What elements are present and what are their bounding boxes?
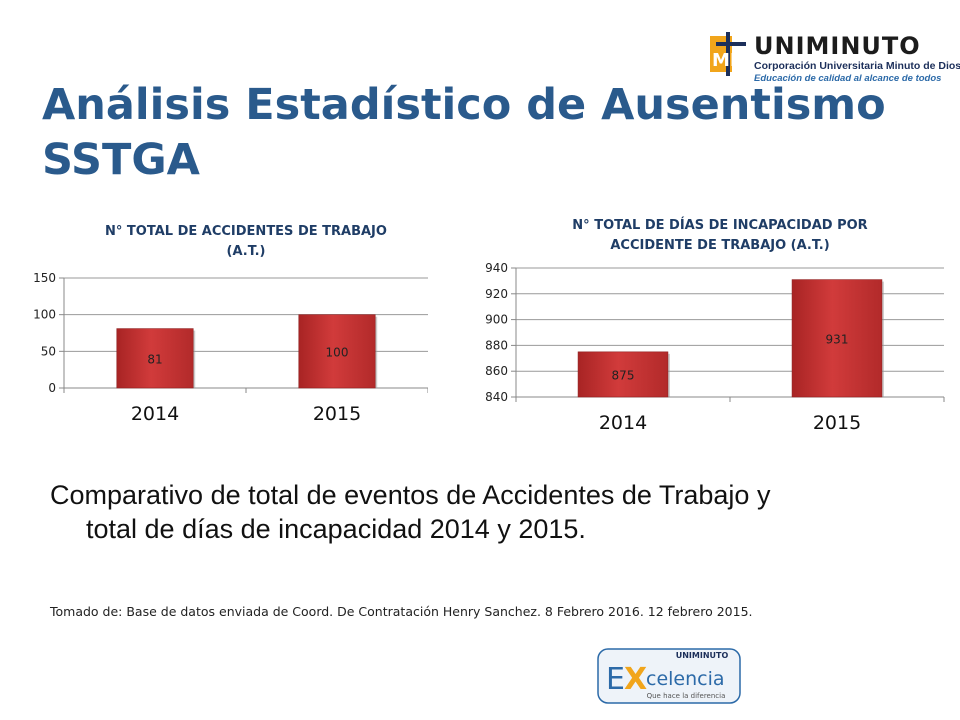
chart-title-line-1: N° TOTAL DE DÍAS DE INCAPACIDAD POR [572, 217, 867, 233]
accidents-chart: N° TOTAL DE ACCIDENTES DE TRABAJO (A.T.)… [28, 210, 428, 450]
logo-word-rest: celencia [646, 668, 725, 690]
y-tick-label: 840 [485, 390, 508, 404]
excelencia-logo-svg: UNIMINUTO E X celencia Que hace la difer… [597, 648, 741, 704]
excelencia-logo: UNIMINUTO E X celencia Que hace la difer… [596, 645, 744, 705]
y-tick-label: 900 [485, 313, 508, 327]
title-line-1: Análisis Estadístico de Ausentismo [42, 80, 886, 130]
logo-tagline: Que hace la diferencia [647, 692, 726, 700]
data-label: 931 [826, 332, 849, 346]
x-category-label: 2015 [313, 403, 361, 425]
bar-2014 [116, 328, 194, 389]
chart-title-line-2: ACCIDENTE DE TRABAJO (A.T.) [610, 238, 829, 253]
disability-days-chart: N° TOTAL DE DÍAS DE INCAPACIDAD POR ACCI… [478, 205, 950, 450]
logo-subtitle: Corporación Universitaria Minuto de Dios [754, 60, 960, 72]
y-tick-label: 880 [485, 338, 508, 352]
logo-letter-x: X [624, 662, 647, 697]
chart-title-line-1: N° TOTAL DE ACCIDENTES DE TRABAJO [105, 224, 387, 239]
y-tick-label: 940 [485, 261, 508, 275]
logo-brand: UNIMINUTO [754, 32, 921, 60]
logo-tagline: Educación de calidad al alcance de todos [754, 73, 942, 84]
page-title: Análisis Estadístico de Ausentismo SSTGA [42, 78, 902, 188]
chart-title-line-2: (A.T.) [227, 244, 266, 259]
y-tick-label: 150 [33, 271, 56, 285]
y-tick-label: 100 [33, 308, 56, 322]
md-logo-mark-icon: MD [710, 32, 746, 76]
y-tick-label: 920 [485, 287, 508, 301]
comparison-text-line-2: total de días de incapacidad 2014 y 2015… [86, 514, 586, 544]
y-tick-label: 50 [41, 344, 56, 358]
comparison-text-line-1: Comparativo de total de eventos de Accid… [50, 480, 771, 510]
title-line-2: SSTGA [42, 135, 200, 185]
source-note: Tomado de: Base de datos enviada de Coor… [50, 604, 753, 619]
logo-frame [597, 648, 741, 704]
logo-top-text: UNIMINUTO [676, 651, 729, 660]
bar-2014 [577, 351, 669, 398]
x-category-label: 2014 [599, 412, 647, 434]
x-category-label: 2015 [813, 412, 861, 434]
y-tick-label: 860 [485, 364, 508, 378]
data-label: 81 [147, 352, 162, 366]
x-category-label: 2014 [131, 403, 179, 425]
disability-days-chart-svg: N° TOTAL DE DÍAS DE INCAPACIDAD POR ACCI… [485, 217, 945, 434]
y-tick-label: 0 [48, 381, 56, 395]
uniminuto-logo: MD UNIMINUTO Corporación Universitaria M… [708, 30, 960, 90]
data-label: 875 [612, 368, 635, 382]
logo-letter-e: E [606, 662, 625, 697]
data-label: 100 [326, 345, 349, 359]
bar-2015 [298, 314, 376, 389]
logo-mark-text: MD [712, 50, 745, 71]
bar-2015 [791, 279, 883, 398]
accidents-chart-svg: N° TOTAL DE ACCIDENTES DE TRABAJO (A.T.)… [33, 224, 428, 425]
comparison-text: Comparativo de total de eventos de Accid… [50, 478, 960, 546]
